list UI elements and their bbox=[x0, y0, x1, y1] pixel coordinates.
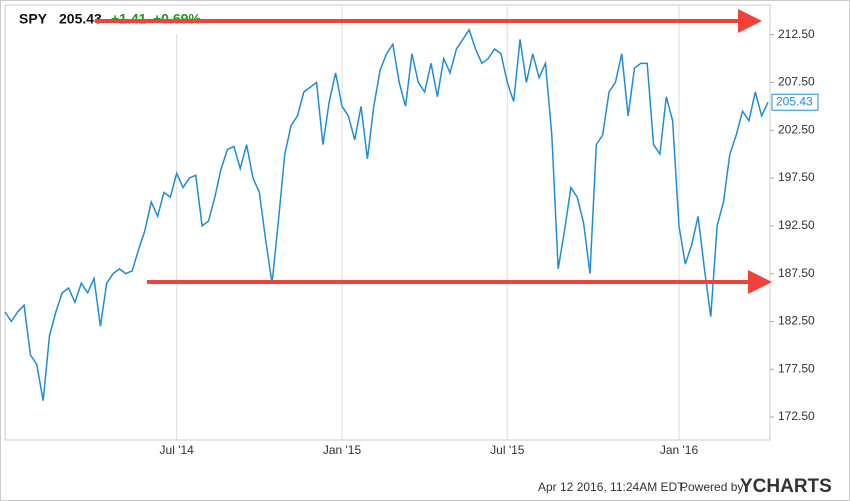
brand-logo: YCHARTS bbox=[740, 476, 832, 497]
y-tick-label: 192.50 bbox=[778, 218, 815, 232]
x-tick-label: Jul '14 bbox=[160, 443, 195, 457]
y-tick-label: 212.50 bbox=[778, 27, 815, 41]
ticker: SPY bbox=[19, 11, 48, 27]
y-tick-label: 177.50 bbox=[778, 361, 815, 375]
x-tick-label: Jul '15 bbox=[490, 443, 525, 457]
timestamp: Apr 12 2016, 11:24AM EDT. bbox=[538, 480, 687, 494]
last-value-box bbox=[771, 93, 819, 111]
plot-area bbox=[4, 4, 771, 441]
y-tick-label: 207.50 bbox=[778, 75, 815, 89]
y-tick-label: 172.50 bbox=[778, 409, 815, 423]
lines bbox=[4, 28, 769, 401]
x-tick-label: Jan '16 bbox=[660, 443, 699, 457]
change: +1.41 bbox=[111, 11, 147, 27]
last-value-label: 205.43 bbox=[776, 94, 813, 108]
series-line bbox=[4, 28, 769, 401]
x-tick-label: Jan '15 bbox=[323, 443, 362, 457]
price: 205.43 bbox=[59, 11, 102, 27]
y-tick-label: 187.50 bbox=[778, 266, 815, 280]
y-tick-label: 202.50 bbox=[778, 122, 815, 136]
y-tick-label: 182.50 bbox=[778, 314, 815, 328]
powered-by: Powered by bbox=[680, 480, 743, 494]
change-percent: +0.69% bbox=[153, 11, 201, 27]
y-tick-label: 197.50 bbox=[778, 170, 815, 184]
